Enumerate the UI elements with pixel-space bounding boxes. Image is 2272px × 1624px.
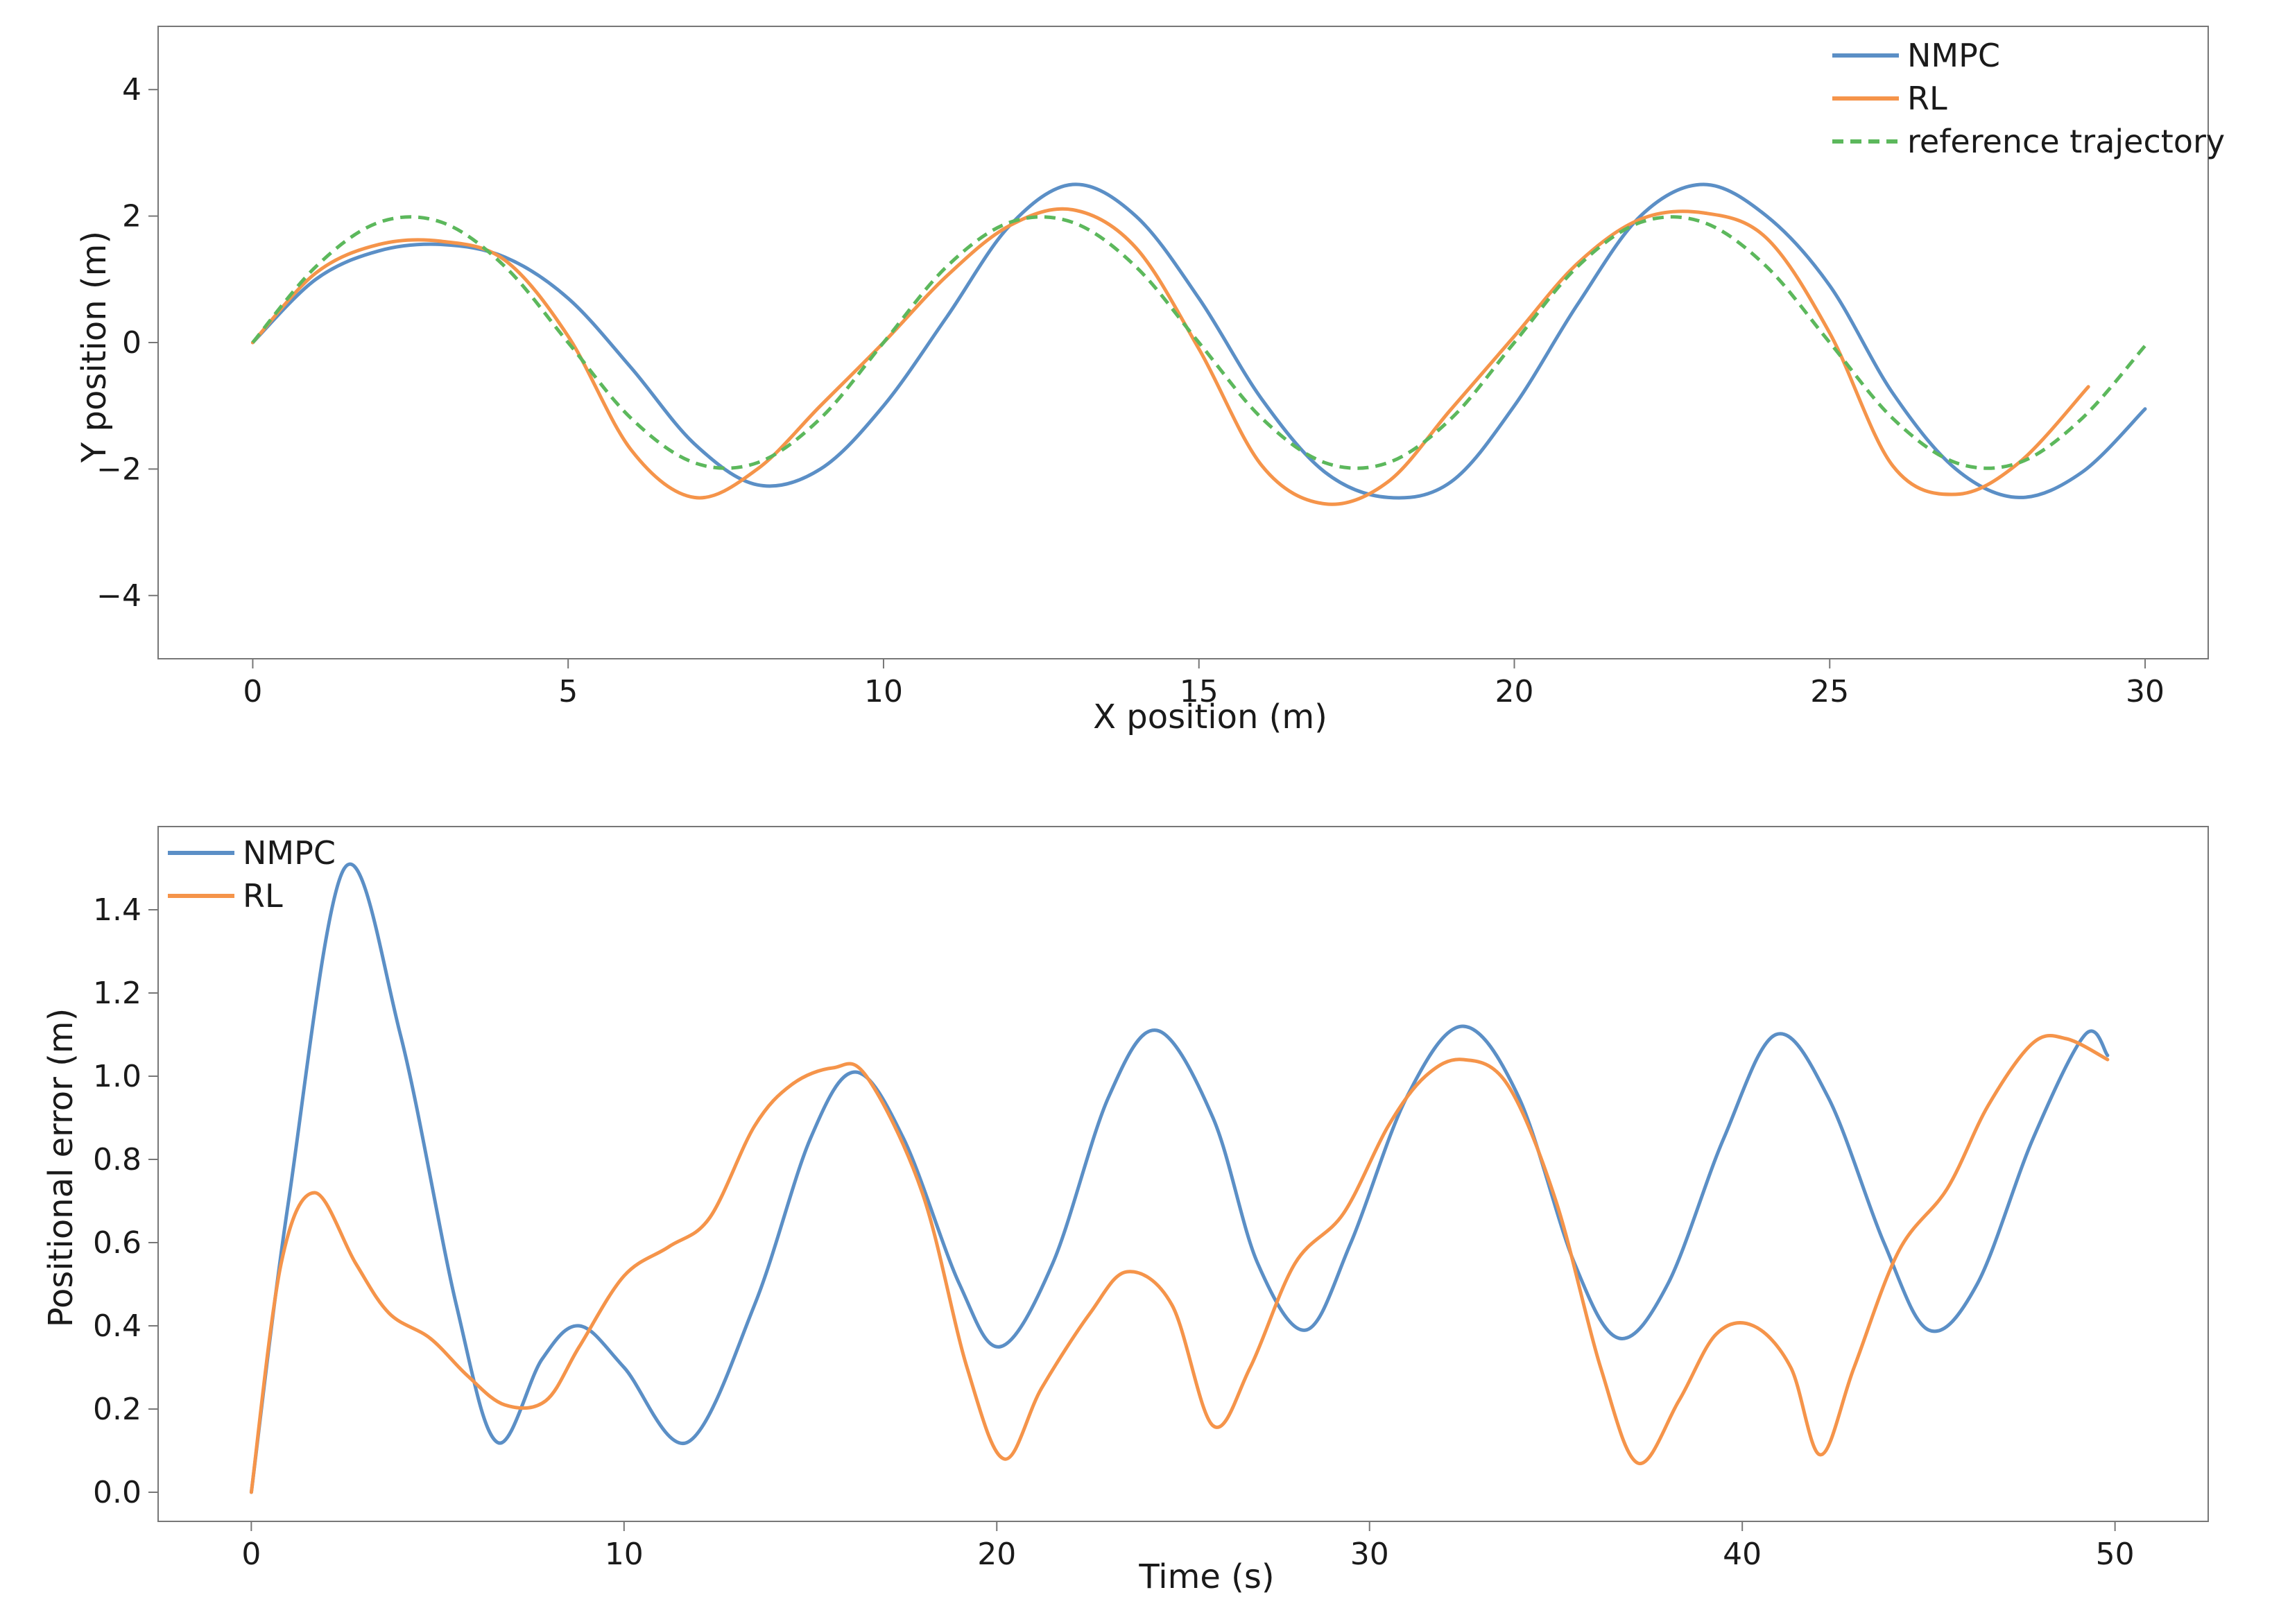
error-y-tick-label: 0.4 bbox=[93, 1308, 141, 1344]
error-chart: 0 10 20 30 40 50 0.0 0.2 0.4 0.6 0.8 1.0 1.2 1.4 Time… bbox=[42, 826, 2209, 1596]
trajectory-y-axis-label: Y position (m) bbox=[75, 231, 114, 463]
trajectory-legend-label-rl: RL bbox=[1907, 80, 1947, 117]
error-plot-frame bbox=[157, 826, 2209, 1522]
error-x-axis-label: Time (s) bbox=[1138, 1557, 1274, 1596]
trajectory-x-tick-label: 25 bbox=[1810, 674, 1849, 709]
error-series-rl bbox=[249, 1034, 2110, 1494]
error-x-tick-label: 50 bbox=[2096, 1537, 2135, 1572]
trajectory-y-tick-label: −2 bbox=[96, 451, 141, 487]
error-ticks: 0 10 20 30 40 50 0.0 0.2 0.4 0.6 0.8 1.0 1.2 1.4 bbox=[93, 892, 2135, 1572]
error-x-tick-label: 40 bbox=[1723, 1537, 1762, 1572]
trajectory-y-tick-label: −4 bbox=[96, 578, 141, 614]
error-x-tick-label: 30 bbox=[1350, 1537, 1389, 1572]
trajectory-legend-label-reference-trajectory: reference trajectory bbox=[1907, 123, 2225, 160]
error-y-tick-label: 0.6 bbox=[93, 1225, 141, 1261]
trajectory-chart: 0 5 10 15 20 25 30 −4 −2 0 2 4 X position (m) Y pos… bbox=[75, 26, 2225, 736]
trajectory-x-tick-label: 10 bbox=[864, 674, 903, 709]
trajectory-legend: NMPC RL reference trajectory bbox=[1832, 37, 2225, 160]
error-legend: NMPC RL bbox=[168, 834, 336, 915]
error-y-tick-label: 0.2 bbox=[93, 1392, 141, 1427]
trajectory-series-reference-trajectory bbox=[251, 215, 2146, 470]
error-y-tick-label: 0.8 bbox=[93, 1142, 141, 1177]
error-y-tick-label: 1.2 bbox=[93, 976, 141, 1011]
trajectory-y-tick-label: 2 bbox=[122, 199, 141, 234]
trajectory-x-tick-label: 0 bbox=[243, 674, 262, 709]
error-legend-label-rl: RL bbox=[243, 877, 283, 915]
trajectory-x-tick-label: 5 bbox=[558, 674, 578, 709]
trajectory-x-tick-label: 30 bbox=[2126, 674, 2165, 709]
trajectory-series-nmpc bbox=[250, 182, 2147, 500]
error-x-tick-label: 0 bbox=[241, 1537, 261, 1572]
error-series-layer bbox=[249, 862, 2110, 1494]
error-series-nmpc bbox=[249, 862, 2110, 1494]
error-y-tick-label: 1.0 bbox=[93, 1059, 141, 1094]
error-y-tick-label: 0.0 bbox=[93, 1475, 141, 1510]
trajectory-series-layer bbox=[250, 182, 2147, 506]
trajectory-x-tick-label: 15 bbox=[1180, 674, 1219, 709]
error-x-tick-label: 10 bbox=[605, 1537, 644, 1572]
error-y-tick-label: 1.4 bbox=[93, 892, 141, 928]
trajectory-ticks: 0 5 10 15 20 25 30 −4 −2 0 2 4 bbox=[96, 72, 2165, 709]
trajectory-x-axis-label: X position (m) bbox=[1093, 698, 1327, 736]
error-legend-label-nmpc: NMPC bbox=[243, 834, 336, 872]
error-x-tick-label: 20 bbox=[977, 1537, 1016, 1572]
trajectory-x-tick-label: 20 bbox=[1495, 674, 1534, 709]
trajectory-y-tick-label: 0 bbox=[122, 325, 141, 361]
trajectory-plot-frame bbox=[157, 26, 2209, 659]
error-y-axis-label: Positional error (m) bbox=[42, 1008, 80, 1328]
trajectory-legend-label-nmpc: NMPC bbox=[1907, 37, 2000, 74]
trajectory-y-tick-label: 4 bbox=[122, 72, 141, 107]
